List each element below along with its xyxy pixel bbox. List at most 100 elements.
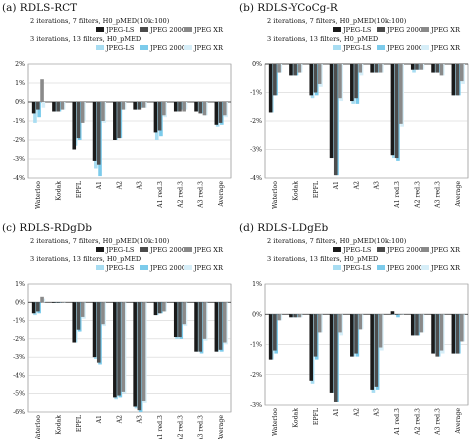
category-label: A2 red.3 xyxy=(414,181,421,209)
legend-swatch xyxy=(184,247,192,252)
bar xyxy=(52,102,56,112)
bar xyxy=(52,302,56,303)
legend-swatch xyxy=(333,265,341,270)
category-label: A2 red.3 xyxy=(414,408,421,436)
bar xyxy=(439,314,444,351)
y-tick-label: -1% xyxy=(13,118,25,125)
bar xyxy=(202,102,207,116)
subtitle-13-filters: 3 iterations, 13 filters, H0_pMED xyxy=(267,255,378,263)
chart-title: (d) RDLS-LDgEb xyxy=(239,222,328,234)
category-label: A3 red.3 xyxy=(198,181,205,209)
chart-title: (c) RDLS-RDgDb xyxy=(2,222,92,234)
y-tick-label: -1% xyxy=(13,318,25,325)
y-tick-label: 2% xyxy=(15,61,25,68)
bar xyxy=(419,314,423,333)
legend-swatch xyxy=(184,265,192,270)
bar xyxy=(354,314,358,354)
legend-swatch xyxy=(96,265,104,270)
legend-label: JPEG 2000 xyxy=(386,246,423,254)
bar xyxy=(40,296,44,303)
subtitle-13-filters: 3 iterations, 13 filters, H0_pMED xyxy=(267,35,378,43)
bar xyxy=(297,314,302,318)
bar xyxy=(31,302,36,314)
legend-label: JPEG-LS xyxy=(105,26,135,34)
bar xyxy=(121,302,126,392)
bar xyxy=(435,64,440,73)
bar xyxy=(391,314,396,315)
category-label: A3 xyxy=(374,181,381,190)
bar xyxy=(439,64,444,76)
bar xyxy=(137,102,142,110)
subtitle-7-filters: 2 iterations, 7 filters, H0_pMED(10k:100… xyxy=(267,17,407,25)
category-label: A1 red.3 xyxy=(157,415,164,439)
category-label: EPFL xyxy=(76,181,83,198)
y-tick-label: -2% xyxy=(13,336,25,343)
bar xyxy=(329,64,334,159)
bar xyxy=(60,102,65,110)
bar xyxy=(410,64,415,70)
bar xyxy=(133,302,137,407)
bar xyxy=(202,302,207,339)
bar xyxy=(378,64,383,73)
category-label: Kodak xyxy=(55,181,62,201)
category-label: EPFL xyxy=(313,181,320,198)
y-tick-label: -3% xyxy=(13,354,25,361)
bar xyxy=(394,314,399,315)
bar xyxy=(455,314,460,354)
bar xyxy=(370,64,374,73)
subtitle-7-filters: 2 iterations, 7 filters, H0_pMED(10k:100… xyxy=(30,17,170,25)
category-label: A3 red.3 xyxy=(435,181,442,209)
bar xyxy=(415,314,419,336)
bar xyxy=(399,64,403,124)
bar xyxy=(31,102,36,114)
bar xyxy=(198,302,203,352)
bar xyxy=(162,302,166,312)
bar xyxy=(222,102,227,116)
legend-swatch xyxy=(333,27,341,32)
bar xyxy=(178,302,182,338)
bar xyxy=(358,64,363,73)
bar xyxy=(297,64,302,73)
bar xyxy=(121,102,126,110)
category-label: A1 red.3 xyxy=(394,408,401,436)
bar xyxy=(133,102,137,110)
legend-swatch xyxy=(96,247,104,252)
category-label: A2 red.3 xyxy=(177,415,184,439)
legend-label: JPEG 2000 xyxy=(149,44,186,52)
bar xyxy=(40,79,44,102)
bar xyxy=(113,102,117,140)
bar xyxy=(72,102,77,150)
bar xyxy=(374,314,379,387)
category-label: A1 red.3 xyxy=(157,181,164,209)
legend-swatch xyxy=(377,265,385,270)
legend-swatch xyxy=(140,247,148,252)
y-tick-label: -4% xyxy=(250,175,262,182)
bar xyxy=(289,64,293,76)
subtitle-13-filters: 3 iterations, 13 filters, H0_pMED xyxy=(30,35,141,43)
chart-svg: (c) RDLS-RDgDb 2 iterations, 7 filters, H… xyxy=(2,222,232,443)
bar xyxy=(101,302,105,325)
category-label: EPFL xyxy=(313,408,320,425)
legend-swatch xyxy=(421,265,429,270)
category-label: A2 xyxy=(116,181,123,190)
chart-svg: (d) RDLS-LDgEb 2 iterations, 7 filters, H… xyxy=(239,222,469,436)
bar xyxy=(162,102,166,116)
legend-label: JPEG XR xyxy=(193,44,224,52)
category-label: EPFL xyxy=(76,415,83,432)
legend-label: JPEG XR xyxy=(193,246,224,254)
bar xyxy=(60,302,65,303)
y-tick-label: -2% xyxy=(250,372,262,379)
bar xyxy=(72,302,77,343)
bar xyxy=(137,302,142,411)
bar xyxy=(350,64,354,102)
legend-swatch xyxy=(377,27,385,32)
bar xyxy=(218,302,223,350)
category-label: A1 xyxy=(96,181,103,190)
bar xyxy=(338,314,342,333)
legend-swatch xyxy=(421,27,429,32)
bar xyxy=(309,314,314,381)
legend-label: JPEG 2000 xyxy=(386,26,423,34)
bar xyxy=(222,302,227,343)
legend-swatch xyxy=(184,27,192,32)
bar xyxy=(173,302,178,338)
